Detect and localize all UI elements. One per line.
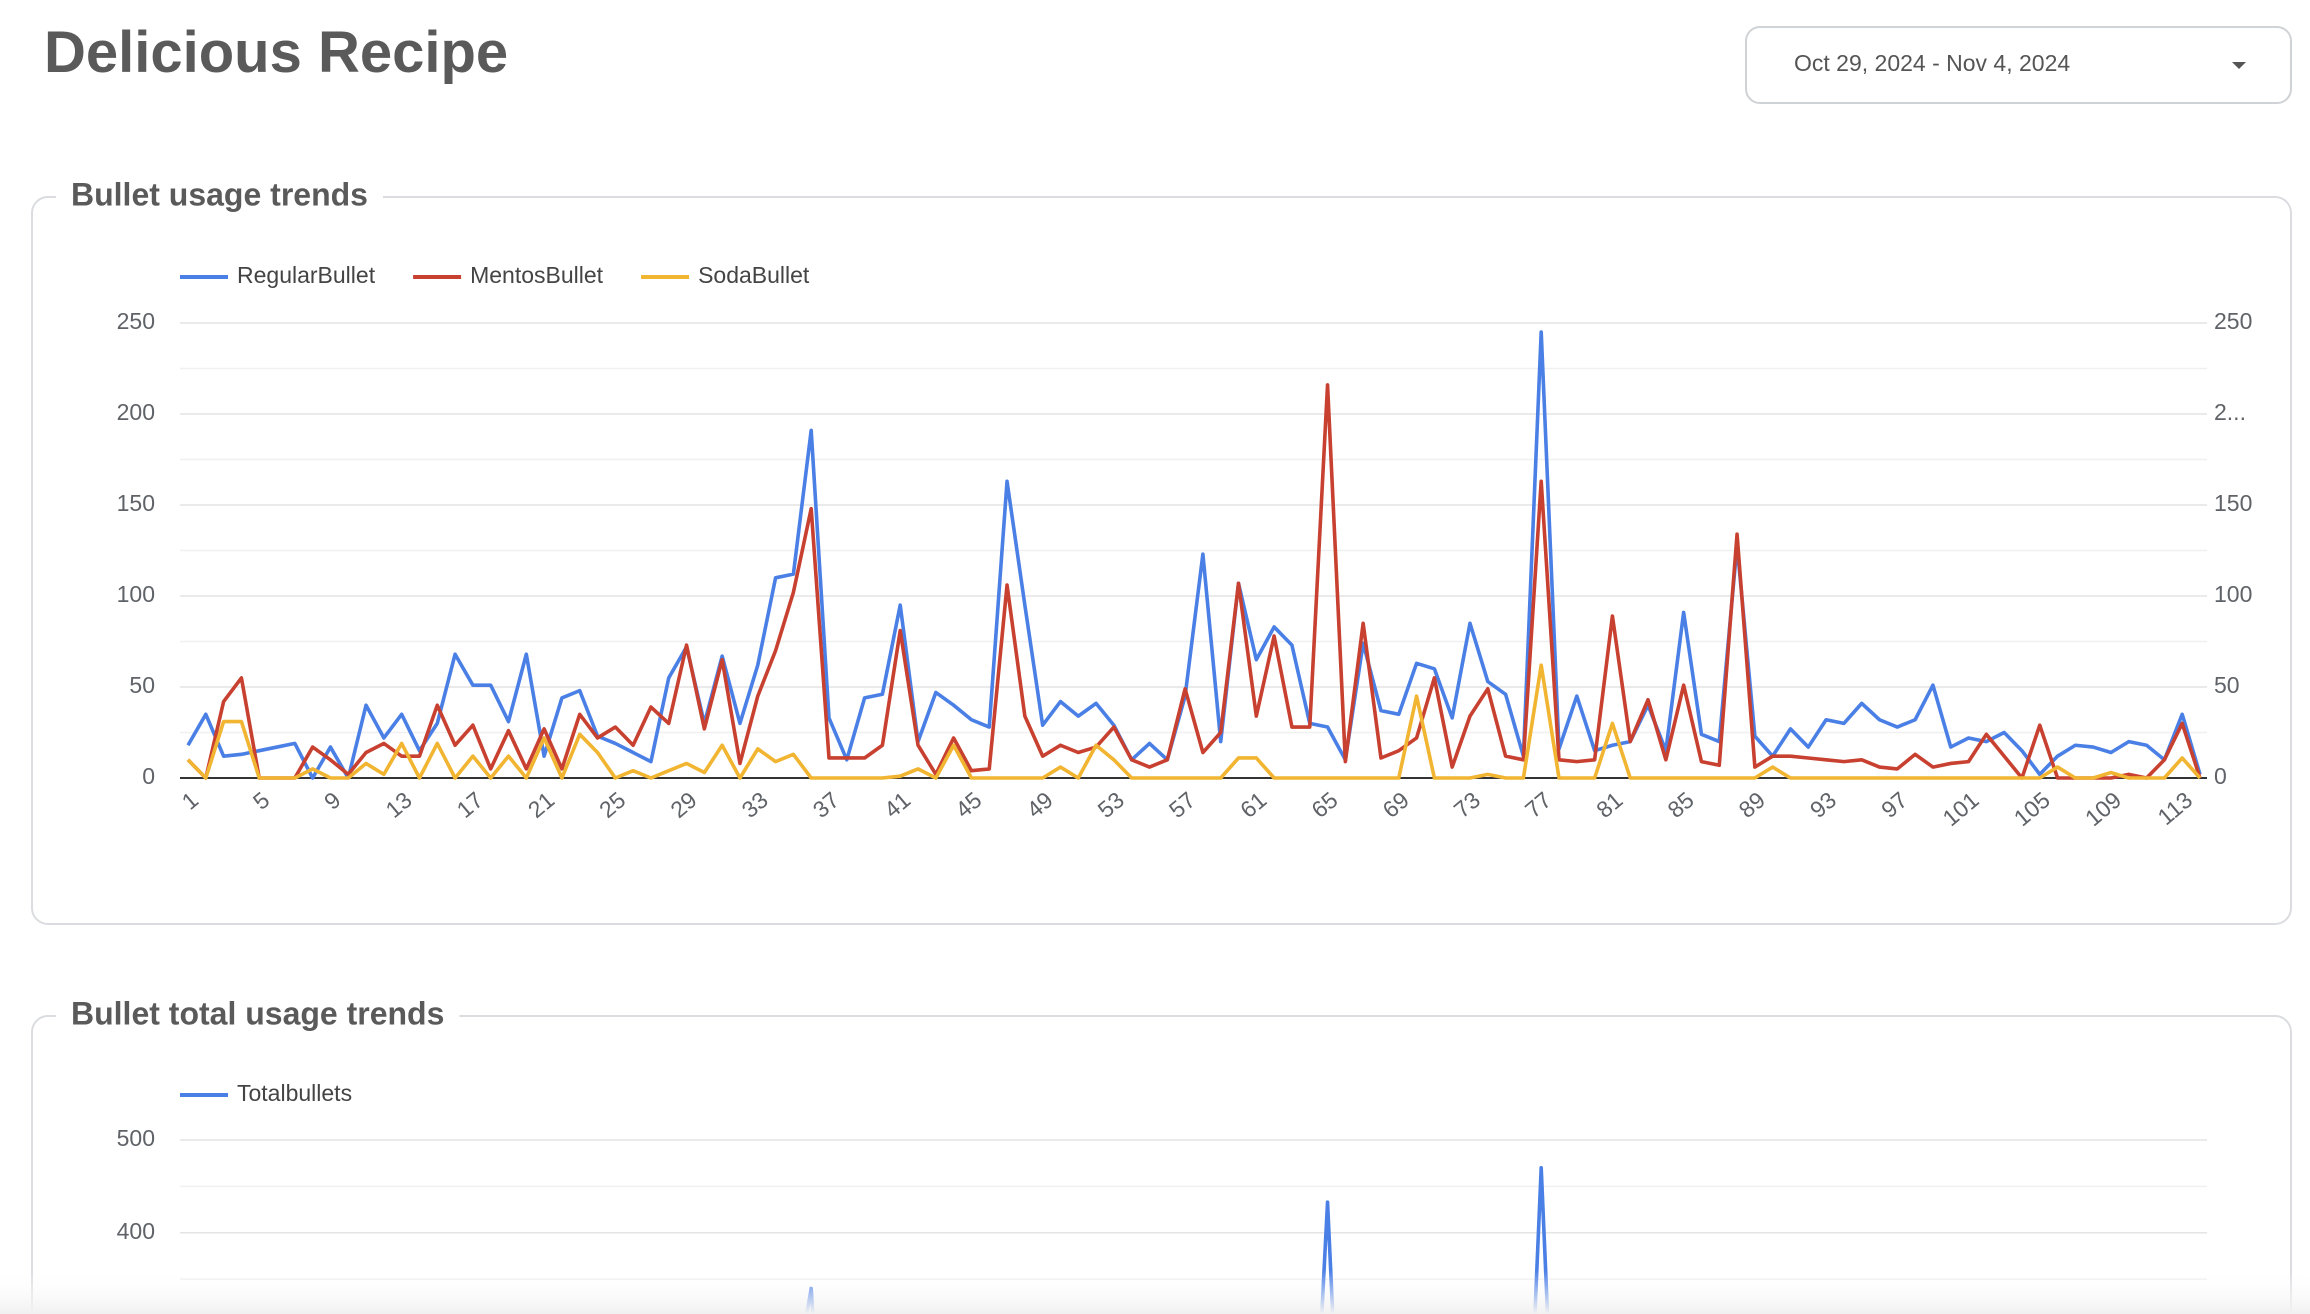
- panel-title-background: [56, 175, 383, 219]
- y2-tick-label: 150: [2214, 490, 2252, 516]
- x-tick-label: 85: [1662, 787, 1698, 823]
- x-tick-label: 89: [1734, 787, 1770, 823]
- x-tick-label: 53: [1093, 787, 1129, 823]
- x-tick-label: 45: [950, 787, 986, 823]
- panel-title-background: [56, 994, 460, 1038]
- x-tick-label: 21: [523, 787, 559, 823]
- x-tick-label: 93: [1805, 787, 1841, 823]
- date-range-box[interactable]: [1745, 26, 2292, 104]
- panel-title: Bullet total usage trends: [71, 995, 444, 1031]
- chart-panel: Bullet total usage trends 400 500 Totalbull…: [31, 994, 2292, 1314]
- x-tick-label: 69: [1378, 787, 1414, 823]
- legend-label: MentosBullet: [470, 262, 604, 288]
- chart-panel: Bullet usage trends 0 50 100 150 200 250 0 50 100…: [31, 175, 2292, 925]
- y-tick-label: 100: [117, 581, 155, 607]
- x-tick-label: 61: [1235, 787, 1271, 823]
- x-tick-label: 65: [1306, 787, 1342, 823]
- y2-tick-label: 250: [2214, 308, 2252, 334]
- x-tick-label: 17: [452, 787, 488, 823]
- date-range-picker[interactable]: Oct 29, 2024 - Nov 4, 2024: [1745, 26, 2292, 104]
- x-tick-label: 97: [1876, 787, 1912, 823]
- x-tick-label: 1: [177, 787, 204, 815]
- x-tick-label: 101: [1938, 787, 1984, 832]
- x-tick-label: 113: [2153, 787, 2198, 830]
- y2-tick-label: 2...: [2214, 399, 2246, 425]
- bottom-fade: [0, 1270, 2310, 1314]
- x-tick-label: 13: [380, 787, 416, 823]
- x-tick-label: 33: [737, 787, 773, 823]
- x-tick-label: 105: [2009, 787, 2055, 832]
- x-tick-label: 73: [1449, 787, 1485, 823]
- x-tick-label: 49: [1021, 787, 1057, 823]
- series-line: [186, 663, 2202, 780]
- x-tick-label: 109: [2080, 787, 2126, 832]
- y-tick-label: 0: [142, 763, 155, 789]
- legend-label: SodaBullet: [698, 262, 810, 288]
- series-line: [186, 330, 2202, 780]
- y-tick-label: 50: [129, 672, 155, 698]
- y-tick-label: 200: [117, 399, 155, 425]
- x-tick-label: 9: [319, 787, 346, 815]
- y2-tick-label: 100: [2214, 581, 2252, 607]
- x-tick-label: 25: [594, 787, 630, 823]
- legend-label: RegularBullet: [237, 262, 376, 288]
- legend-label: Totalbullets: [237, 1080, 352, 1106]
- y-tick-label: 400: [117, 1218, 155, 1244]
- panel-title: Bullet usage trends: [71, 176, 368, 212]
- y-tick-label: 250: [117, 308, 155, 334]
- panel-border: [31, 1015, 2292, 1314]
- series-line: [186, 383, 2202, 780]
- x-tick-label: 29: [665, 787, 701, 823]
- dropdown-arrow[interactable]: [2232, 62, 2246, 69]
- page-title: Delicious Recipe: [44, 20, 508, 85]
- date-range-text[interactable]: Oct 29, 2024 - Nov 4, 2024: [1794, 50, 2070, 76]
- x-tick-label: 57: [1164, 787, 1200, 823]
- charts: Bullet usage trends 0 50 100 150 200 250 0 50 100…: [31, 175, 2292, 1314]
- y2-tick-label: 0: [2214, 763, 2227, 789]
- panel-border: [31, 196, 2292, 925]
- x-tick-label: 5: [248, 787, 275, 815]
- x-tick-label: 41: [879, 787, 915, 823]
- y-tick-label: 500: [117, 1125, 155, 1151]
- x-tick-label: 77: [1520, 787, 1556, 823]
- y-tick-label: 150: [117, 490, 155, 516]
- y2-tick-label: 50: [2214, 672, 2240, 698]
- x-tick-label: 81: [1591, 787, 1627, 823]
- x-tick-label: 37: [808, 787, 844, 823]
